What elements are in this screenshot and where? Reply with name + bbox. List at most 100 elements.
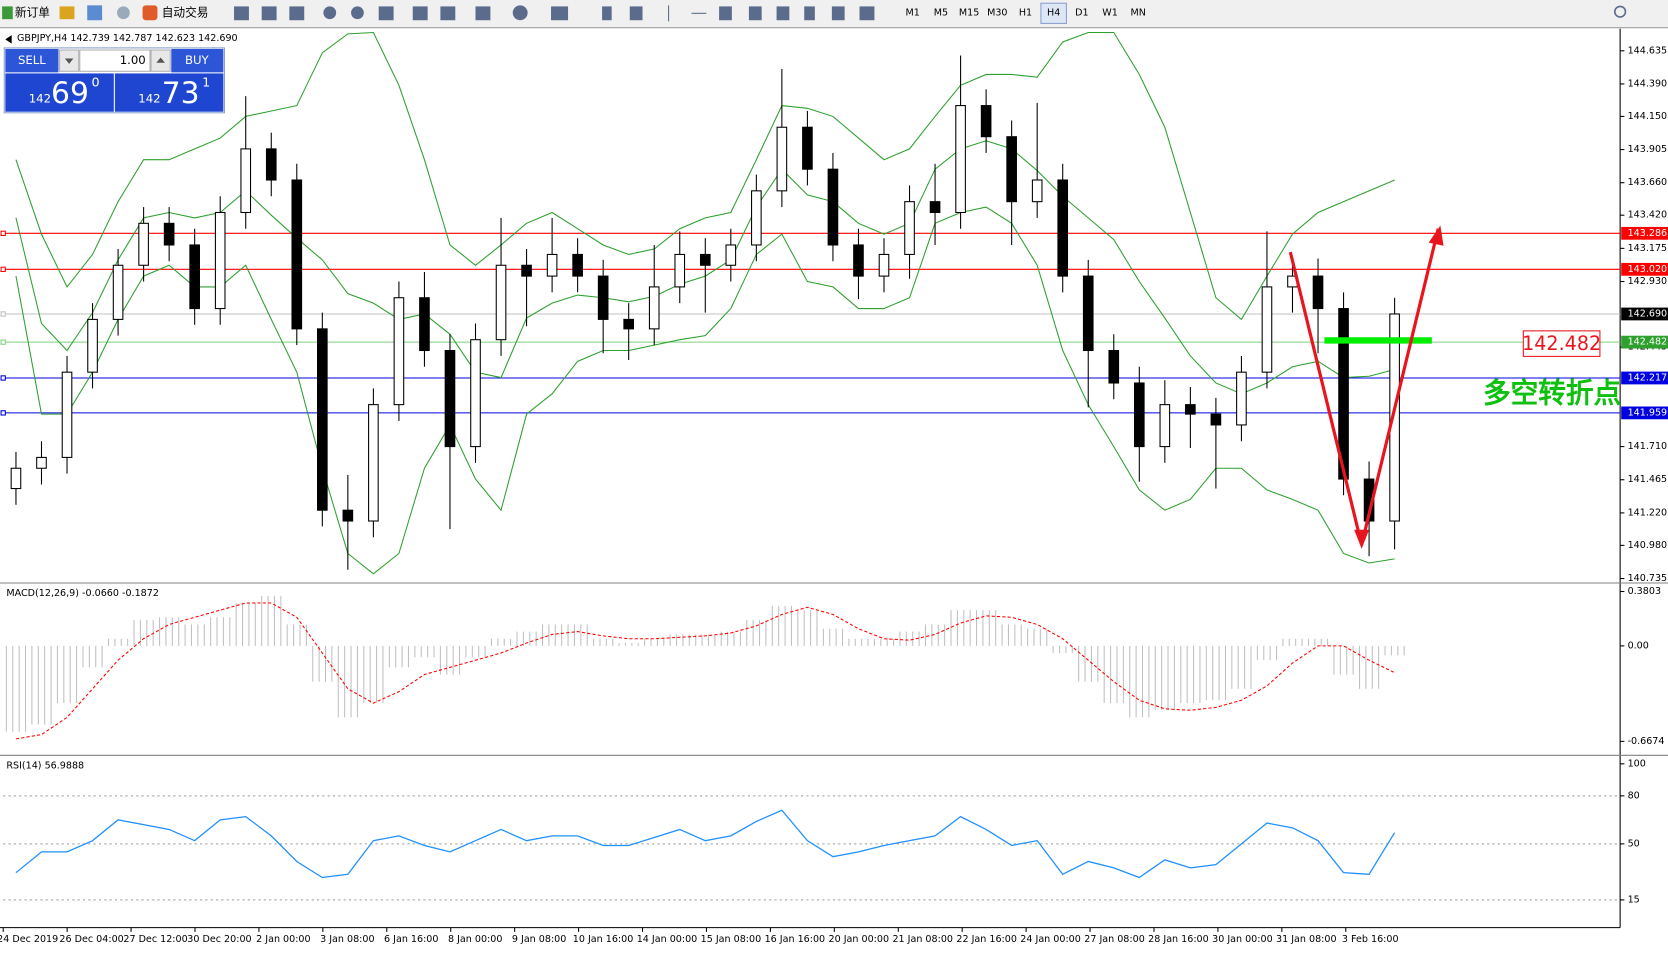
auto-trading-button[interactable]: 自动交易 xyxy=(162,5,209,19)
tool-icon[interactable] xyxy=(512,5,528,21)
tool-icon[interactable] xyxy=(378,6,394,21)
candle-body xyxy=(751,190,762,246)
candle-body xyxy=(36,456,47,469)
candle-body xyxy=(674,253,686,288)
tool-icon[interactable] xyxy=(859,6,875,21)
tool-icon[interactable] xyxy=(351,6,364,20)
timeframe-active xyxy=(1040,2,1067,24)
y-tick-label: 140.980 xyxy=(1628,540,1668,551)
y-tick-label: 141.710 xyxy=(1628,441,1668,452)
candle-body xyxy=(10,467,22,490)
level-handle xyxy=(0,375,6,381)
tool-icon[interactable] xyxy=(323,6,337,20)
timeframe-button[interactable]: H4 xyxy=(1047,7,1060,18)
candle-body xyxy=(291,179,303,330)
new-order-button[interactable]: 新订单 xyxy=(15,5,50,19)
chart-menu-icon[interactable] xyxy=(5,35,12,44)
annotation-box xyxy=(1522,330,1601,357)
y-tick-label: 140.735 xyxy=(1628,573,1668,584)
rsi-title: RSI(14) 56.9888 xyxy=(6,760,84,771)
candle-body xyxy=(1082,275,1094,352)
x-tick-label: 26 Dec 04:00 xyxy=(59,934,123,945)
timeframe-button[interactable]: M1 xyxy=(906,7,920,18)
candle-body xyxy=(980,105,992,138)
auto-trading-icon[interactable] xyxy=(142,5,158,21)
timeframe-button[interactable]: M30 xyxy=(987,7,1007,18)
timeframe-button[interactable]: MN xyxy=(1131,7,1146,18)
tool-icon[interactable] xyxy=(691,12,707,14)
y-tick-label: 143.175 xyxy=(1628,243,1668,254)
tool-icon[interactable] xyxy=(117,6,130,20)
y-tick-label: 0.3803 xyxy=(1628,586,1661,597)
candle-body xyxy=(955,105,966,214)
tool-icon[interactable] xyxy=(804,6,815,21)
x-tick-label: 27 Jan 08:00 xyxy=(1084,934,1145,945)
tool-icon[interactable] xyxy=(668,5,670,22)
lot-value[interactable]: 1.00 xyxy=(120,53,146,67)
candle-body xyxy=(342,509,354,522)
tool-icon[interactable] xyxy=(261,6,277,21)
tool-icon[interactable] xyxy=(87,5,103,21)
tool-icon[interactable] xyxy=(748,6,762,21)
level-handle xyxy=(0,311,6,317)
buy-price-box[interactable] xyxy=(114,73,224,112)
tool-icon[interactable] xyxy=(551,6,569,21)
new-order-icon[interactable] xyxy=(2,6,13,20)
y-tick-label: 144.635 xyxy=(1628,45,1668,56)
candle-body xyxy=(1057,179,1069,277)
tool-icon[interactable] xyxy=(475,6,491,21)
y-tick-label: 144.390 xyxy=(1628,78,1668,89)
candle-body xyxy=(776,126,788,192)
macd-title: MACD(12,26,9) -0.0660 -0.1872 xyxy=(6,588,159,599)
tool-icon[interactable] xyxy=(289,6,305,21)
tool-icon[interactable] xyxy=(59,6,75,20)
tool-icon[interactable] xyxy=(602,6,612,21)
pivot-bar xyxy=(1324,337,1432,344)
level-tag-label: 141.959 xyxy=(1628,407,1668,418)
y-tick-label: 143.660 xyxy=(1628,177,1668,188)
candle-body xyxy=(61,371,73,458)
annotation-text: 多空转折点 xyxy=(1483,377,1621,410)
level-tag-label: 142.217 xyxy=(1628,372,1668,383)
x-tick-label: 22 Jan 16:00 xyxy=(956,934,1017,945)
candle-body xyxy=(521,264,532,277)
tool-icon[interactable] xyxy=(831,6,845,21)
sell-label[interactable]: SELL xyxy=(18,53,46,67)
candle-body xyxy=(1185,404,1196,415)
level-handle xyxy=(0,410,6,416)
x-tick-label: 24 Dec 2019 xyxy=(0,934,58,945)
x-tick-label: 27 Dec 12:00 xyxy=(123,934,187,945)
x-tick-label: 15 Jan 08:00 xyxy=(701,934,762,945)
candle-body xyxy=(1389,313,1400,522)
level-tag-label: 143.020 xyxy=(1628,264,1668,275)
tool-icon[interactable] xyxy=(719,6,732,21)
buy-button[interactable] xyxy=(171,48,224,73)
tool-icon[interactable] xyxy=(234,6,249,21)
sell-price-box[interactable] xyxy=(5,73,114,112)
tool-icon[interactable] xyxy=(412,6,428,21)
timeframe-button[interactable]: W1 xyxy=(1102,7,1118,18)
level-tag xyxy=(1621,262,1668,276)
candle-body xyxy=(572,253,583,277)
sell-button[interactable] xyxy=(5,48,59,73)
search-icon[interactable] xyxy=(1614,5,1627,18)
timeframe-button[interactable]: D1 xyxy=(1075,7,1088,18)
y-tick-label: 143.905 xyxy=(1628,144,1668,155)
x-tick-label: 30 Jan 00:00 xyxy=(1212,934,1273,945)
lot-input[interactable] xyxy=(79,49,151,72)
candle-body xyxy=(1261,286,1273,373)
candle-body xyxy=(546,253,558,277)
tool-icon[interactable] xyxy=(629,6,643,21)
sell-price-sup: 0 xyxy=(91,75,99,90)
candle-body xyxy=(163,222,175,246)
tool-icon[interactable] xyxy=(776,6,790,21)
buy-label[interactable]: BUY xyxy=(185,53,210,67)
timeframe-button[interactable]: H1 xyxy=(1019,7,1032,18)
timeframe-button[interactable]: M5 xyxy=(934,7,948,18)
timeframe-button[interactable]: M15 xyxy=(959,7,979,18)
tool-icon[interactable] xyxy=(440,6,456,21)
candle-body xyxy=(1312,275,1324,310)
level-handle xyxy=(0,230,6,236)
y-tick-label: 0.00 xyxy=(1628,640,1649,651)
y-tick-label: 142.930 xyxy=(1628,276,1668,287)
